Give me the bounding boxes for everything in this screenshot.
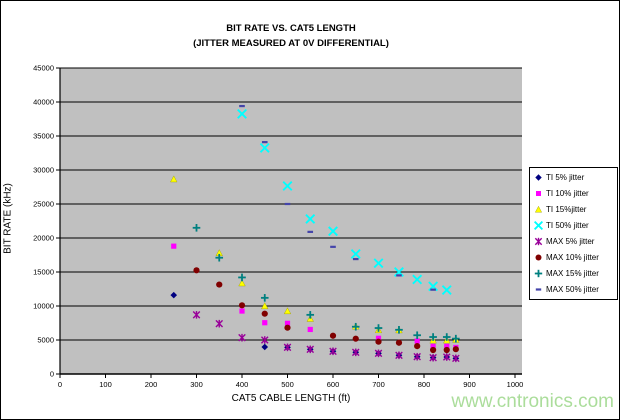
legend-item: TI 10% jitter bbox=[533, 188, 617, 199]
legend-item: TI 50% jitter bbox=[533, 220, 617, 231]
svg-text:30000: 30000 bbox=[33, 166, 54, 175]
chart-title-line1: BIT RATE VS. CAT5 LENGTH bbox=[226, 23, 356, 34]
legend-label: TI 15%jitter bbox=[546, 205, 587, 215]
circle-marker-icon bbox=[535, 254, 542, 261]
svg-text:10000: 10000 bbox=[33, 302, 54, 311]
svg-text:35000: 35000 bbox=[33, 132, 54, 141]
legend-item: MAX 10% jitter bbox=[533, 252, 617, 263]
svg-text:600: 600 bbox=[327, 380, 340, 389]
svg-text:300: 300 bbox=[190, 380, 203, 389]
legend-label: MAX 5% jitter bbox=[546, 236, 595, 246]
star-marker-icon bbox=[534, 237, 543, 246]
legend-label: MAX 50% jitter bbox=[546, 284, 599, 294]
legend-item: MAX 5% jitter bbox=[533, 236, 617, 247]
svg-text:5000: 5000 bbox=[37, 336, 54, 345]
plus-marker-icon bbox=[534, 269, 543, 277]
svg-text:900: 900 bbox=[463, 380, 476, 389]
svg-text:400: 400 bbox=[236, 380, 249, 389]
legend-label: TI 50% jitter bbox=[546, 221, 589, 231]
svg-text:0: 0 bbox=[50, 370, 54, 379]
legend-item: TI 15%jitter bbox=[533, 204, 617, 215]
x-axis-title: CAT5 CABLE LENGTH (ft) bbox=[231, 393, 351, 404]
svg-text:15000: 15000 bbox=[33, 268, 54, 277]
xmark-marker-icon bbox=[533, 221, 544, 231]
chart-title: BIT RATE VS. CAT5 LENGTH (JITTER MEASURE… bbox=[61, 21, 521, 51]
svg-text:800: 800 bbox=[418, 380, 431, 389]
diamond-marker-icon bbox=[535, 174, 542, 182]
chart-title-line2: (JITTER MEASURED AT 0V DIFFERENTIAL) bbox=[193, 38, 389, 49]
legend-label: TI 10% jitter bbox=[546, 189, 589, 199]
svg-text:500: 500 bbox=[281, 380, 294, 389]
legend: TI 5% jitter TI 10% jitter TI 15%jitter TI … bbox=[529, 167, 618, 300]
square-marker-icon bbox=[536, 191, 541, 197]
svg-text:700: 700 bbox=[372, 380, 385, 389]
watermark: www.cntronics.com bbox=[451, 391, 614, 412]
legend-label: MAX 10% jitter bbox=[546, 252, 599, 262]
svg-text:40000: 40000 bbox=[33, 98, 54, 107]
legend-label: TI 5% jitter bbox=[546, 173, 585, 183]
legend-item: MAX 50% jitter bbox=[533, 284, 617, 295]
series-max-50-jitter bbox=[239, 104, 436, 291]
svg-text:0: 0 bbox=[58, 380, 62, 389]
svg-text:25000: 25000 bbox=[33, 200, 54, 209]
legend-label: MAX 15% jitter bbox=[546, 268, 599, 278]
svg-text:200: 200 bbox=[145, 380, 158, 389]
dash-marker-icon bbox=[535, 287, 542, 291]
triangle-marker-icon bbox=[534, 206, 543, 213]
series-max-10-jitter bbox=[193, 267, 459, 354]
legend-item: MAX 15% jitter bbox=[533, 268, 617, 279]
series-max-15-jitter bbox=[192, 224, 460, 343]
svg-text:1000: 1000 bbox=[507, 380, 524, 389]
svg-text:20000: 20000 bbox=[33, 234, 54, 243]
svg-text:100: 100 bbox=[99, 380, 112, 389]
svg-text:45000: 45000 bbox=[33, 64, 54, 73]
y-axis-title: BIT RATE (kHz) bbox=[2, 183, 14, 254]
series-ti-10-jitter bbox=[171, 243, 459, 351]
legend-item: TI 5% jitter bbox=[533, 172, 617, 183]
series-max-5-jitter bbox=[192, 311, 460, 363]
